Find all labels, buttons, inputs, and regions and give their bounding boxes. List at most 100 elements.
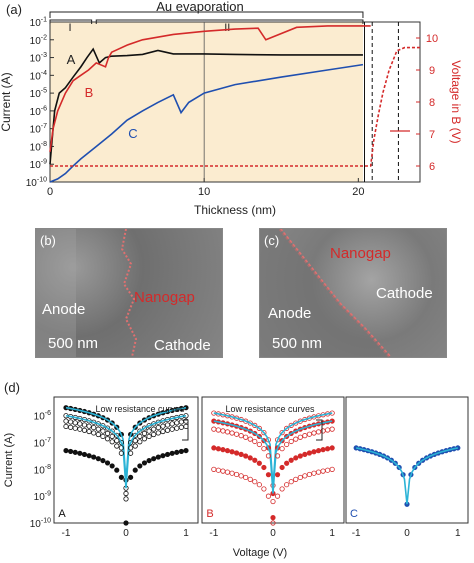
series-line-b <box>49 25 371 152</box>
iv-x-tick-label: 0 <box>404 528 410 539</box>
x-tick-label: 0 <box>47 186 53 198</box>
iv-point <box>315 429 322 435</box>
iv-point <box>274 453 281 459</box>
iv-point <box>91 454 97 460</box>
iv-point <box>238 473 244 479</box>
iv-point <box>229 449 235 455</box>
y-tick-label: 10-10 <box>26 177 47 190</box>
iv-point <box>146 428 152 434</box>
sem-c-nanogap-label: Nanogap <box>330 245 391 262</box>
iv-point <box>247 420 253 426</box>
iv-point <box>151 426 157 432</box>
iv-point <box>297 453 303 459</box>
iv-point <box>91 430 97 436</box>
iv-sub-label: C <box>350 508 358 520</box>
iv-point <box>238 433 244 439</box>
iv-point <box>174 425 180 431</box>
iv-point <box>320 468 326 474</box>
y-tick-label: 10-3 <box>30 52 47 65</box>
iv-point <box>315 448 322 454</box>
iv-point <box>233 450 240 456</box>
iv-x-tick-label: 0 <box>270 528 276 539</box>
annotation-low-resistance-a: Low resistance curves <box>95 404 185 414</box>
iv-point <box>137 439 143 445</box>
iv-point <box>293 476 299 482</box>
iv-point <box>247 436 253 442</box>
iv-point <box>247 476 253 482</box>
sem-b-texture <box>36 229 138 357</box>
iv-point <box>284 460 290 466</box>
y-tick-label: 10-9 <box>30 159 47 172</box>
iv-point <box>95 426 101 432</box>
iv-point <box>220 468 226 474</box>
iv-point <box>274 472 281 478</box>
y-tick-label: 10-6 <box>30 105 47 118</box>
right-tick-label: 7 <box>429 129 435 141</box>
sem-b-cathode-label: Cathode <box>154 337 211 354</box>
iv-point <box>114 438 120 444</box>
iv-point <box>325 467 331 473</box>
iv-point <box>151 456 157 462</box>
iv-point <box>293 420 299 426</box>
iv-point <box>109 428 115 434</box>
iv-point <box>114 443 120 449</box>
iv-point <box>279 446 285 452</box>
iv-point <box>243 474 249 481</box>
sem-image-c: (c) Nanogap Cathode Anode 500 nm <box>259 228 447 358</box>
iv-point <box>178 424 184 430</box>
iv-point <box>141 430 148 437</box>
iv-point <box>160 428 166 435</box>
iv-point <box>215 467 221 473</box>
iv-point <box>169 450 175 456</box>
iv-point <box>155 430 161 436</box>
iv-point <box>261 446 267 452</box>
iv-point <box>146 433 152 440</box>
iv-point <box>95 456 101 462</box>
iv-point <box>261 430 267 436</box>
iv-point <box>293 436 299 442</box>
au-evaporation-label: Au evaporation <box>156 0 243 14</box>
iv-point <box>160 423 166 429</box>
iv-point <box>288 438 294 445</box>
iv-point <box>137 433 143 440</box>
iv-point <box>302 433 308 439</box>
bracket-a <box>182 419 189 441</box>
iv-point <box>72 425 78 431</box>
iv-point <box>100 433 106 440</box>
iv-point <box>329 426 335 432</box>
iv-point <box>123 520 129 526</box>
iv-point <box>128 474 134 480</box>
y-tick-label: 10-5 <box>30 88 47 101</box>
iv-point <box>68 448 74 455</box>
iv-point <box>100 423 106 429</box>
iv-point <box>81 451 88 458</box>
iv-point <box>315 469 322 475</box>
iv-point <box>247 455 253 461</box>
iv-point <box>95 431 101 438</box>
iv-fit-line <box>356 447 458 505</box>
iv-point <box>160 453 166 459</box>
right-tick-label: 8 <box>429 97 435 109</box>
nanogap-edge-b <box>120 229 138 357</box>
iv-point <box>306 450 313 456</box>
iv-point <box>279 430 285 436</box>
iv-x-tick-label: -1 <box>352 528 361 539</box>
iv-point <box>252 457 258 463</box>
iv-point <box>284 482 290 488</box>
sem-c-anode-label: Anode <box>268 305 312 322</box>
iv-point <box>63 418 69 424</box>
iv-point <box>306 431 313 437</box>
iv-point <box>329 466 335 472</box>
iv-point <box>265 472 272 478</box>
iv-point <box>151 431 157 438</box>
iv-point <box>164 422 171 428</box>
y-tick-label: 10-1 <box>30 17 47 30</box>
iv-point <box>288 479 294 485</box>
right-tick-label: 9 <box>429 65 435 77</box>
iv-point <box>132 467 138 473</box>
iv-point <box>63 423 69 430</box>
iv-point <box>183 447 189 454</box>
iv-point <box>123 490 129 497</box>
